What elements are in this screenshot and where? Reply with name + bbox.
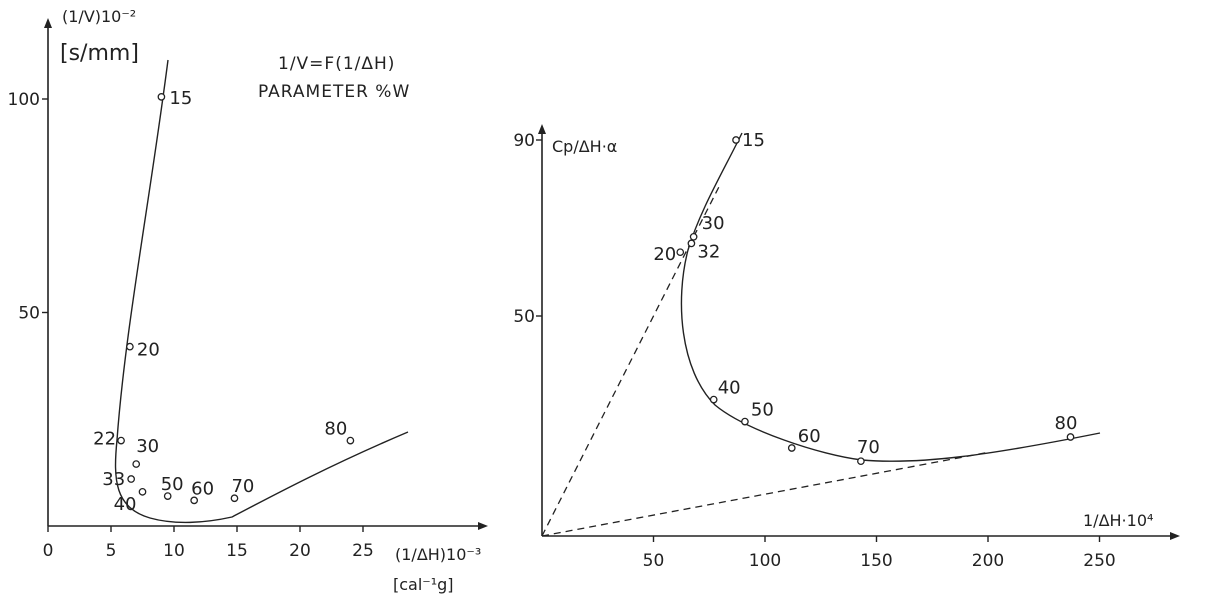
right-data-point [741, 417, 749, 426]
left-x-tick-label: 25 [352, 541, 374, 561]
right-data-point [732, 136, 740, 144]
left-point-label: 30 [136, 436, 159, 457]
left-point-label: 70 [231, 476, 254, 497]
right-x-tick-label: 50 [643, 551, 665, 571]
right-point-label: 60 [798, 426, 821, 447]
right-x-tick-label: 200 [972, 551, 1004, 571]
right-data-point [687, 239, 696, 248]
right-data-point [676, 248, 685, 257]
right-point-label: 30 [702, 213, 725, 234]
left-data-point [157, 93, 166, 101]
right-point-label: 20 [653, 244, 676, 265]
left-x-axis-unit: [cal⁻¹g] [393, 575, 454, 594]
right-data-points: 15 30 32 20 40 50 60 70 80 [653, 130, 1078, 466]
right-point-label: 32 [697, 241, 720, 262]
left-x-tick-label: 0 [43, 541, 54, 561]
right-point-label: 50 [751, 400, 774, 421]
left-x-tick-label: 15 [226, 541, 248, 561]
right-x-tick-label: 150 [860, 551, 892, 571]
left-curve [114, 59, 409, 524]
left-data-point [163, 492, 172, 500]
right-data-point [689, 232, 698, 241]
right-x-axis-arrow [1170, 532, 1180, 540]
left-data-point [127, 475, 136, 483]
left-chart-title: 1/V=F(1/ΔH) [278, 54, 395, 74]
left-point-label: 15 [169, 88, 192, 109]
left-chart: 0 5 10 15 20 25 50 100 (1/V)10⁻² [s/mm] 1/V=F(… [8, 7, 488, 594]
right-point-label: 80 [1055, 413, 1078, 434]
right-y-tick-label: 50 [513, 307, 535, 327]
right-data-point [1066, 433, 1075, 441]
left-point-label: 20 [137, 340, 160, 361]
right-y-ticks: 50 90 [513, 131, 542, 327]
left-data-point [138, 487, 147, 496]
left-y-axis-title: (1/V)10⁻² [62, 7, 136, 26]
left-data-point [346, 436, 355, 445]
left-point-label: 80 [324, 419, 347, 440]
right-data-point [857, 457, 865, 466]
left-point-label: 60 [191, 478, 214, 499]
left-x-axis-title: (1/ΔH)10⁻³ [395, 545, 481, 564]
left-y-axis-arrow [44, 18, 52, 28]
left-data-point [117, 436, 125, 445]
left-y-tick-label: 50 [18, 304, 40, 324]
left-data-point [132, 460, 141, 468]
left-point-label: 22 [93, 429, 116, 450]
right-reference-lines [541, 183, 989, 537]
right-chart: 50 100 150 200 250 50 90 Cp/ΔH·α 1/ΔH·10⁴ 15 3… [513, 124, 1180, 571]
right-x-ticks: 50 100 150 200 250 [643, 536, 1116, 571]
left-chart-subtitle: PARAMETER %W [258, 82, 410, 102]
left-point-label: 40 [114, 494, 137, 515]
right-x-axis-title: 1/ΔH·10⁴ [1083, 511, 1153, 530]
right-x-tick-label: 250 [1083, 551, 1115, 571]
right-point-label: 40 [718, 378, 741, 399]
left-x-axis-arrow [478, 522, 488, 530]
right-point-label: 70 [857, 437, 880, 458]
left-y-axis-unit: [s/mm] [60, 41, 139, 66]
right-data-point [787, 444, 796, 452]
left-data-points: 15 20 22 30 33 40 50 60 70 80 [93, 88, 355, 515]
left-x-tick-label: 10 [163, 541, 185, 561]
left-data-point [126, 342, 134, 351]
left-x-tick-label: 5 [106, 541, 117, 561]
left-point-label: 50 [161, 474, 184, 495]
right-curve [680, 132, 1101, 462]
right-y-tick-label: 90 [513, 131, 535, 151]
right-y-axis-title: Cp/ΔH·α [552, 137, 617, 156]
left-data-point [190, 496, 199, 505]
left-x-tick-label: 20 [289, 541, 311, 561]
left-point-label: 33 [102, 469, 125, 490]
left-x-ticks: 0 5 10 15 20 25 [43, 526, 374, 561]
right-point-label: 15 [742, 130, 765, 151]
right-dashed-reference-line [541, 451, 989, 537]
right-x-tick-label: 100 [749, 551, 781, 571]
left-data-point [230, 494, 239, 503]
left-y-ticks: 50 100 [8, 90, 48, 324]
right-data-point [709, 395, 718, 404]
right-y-axis-arrow [538, 124, 546, 134]
left-y-tick-label: 100 [8, 90, 40, 110]
